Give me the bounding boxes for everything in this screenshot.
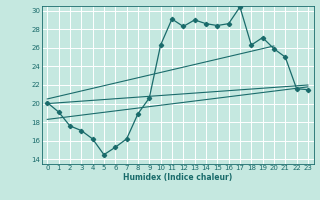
X-axis label: Humidex (Indice chaleur): Humidex (Indice chaleur) [123, 173, 232, 182]
